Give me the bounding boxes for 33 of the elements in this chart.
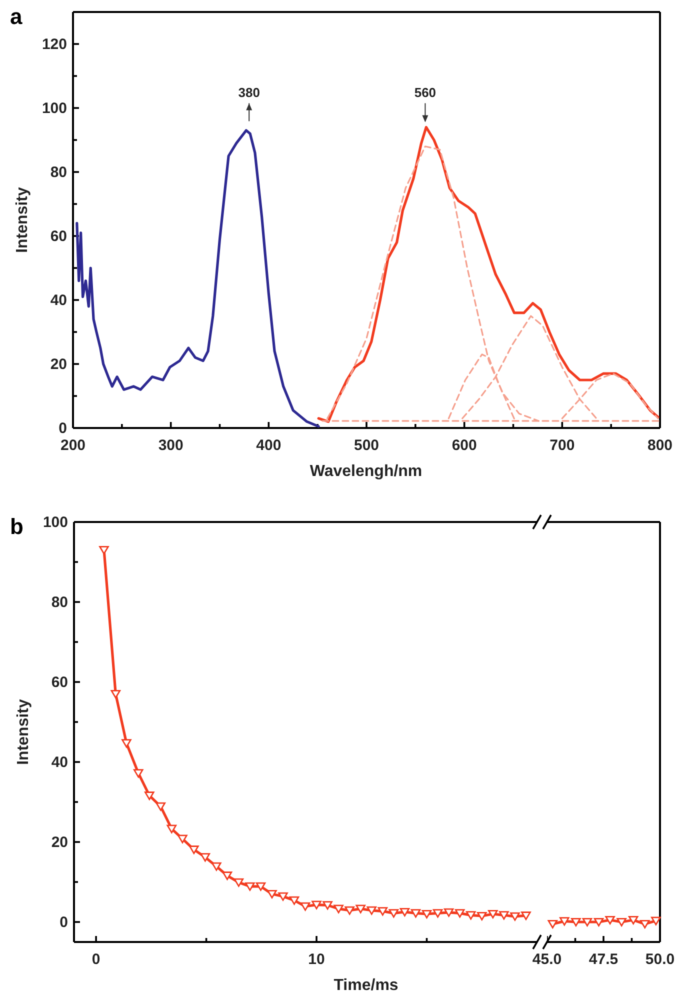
x-tick-label: 45.0	[532, 951, 562, 968]
x-tick-label: 0	[92, 951, 100, 968]
y-tick-label: 80	[51, 594, 68, 611]
x-tick-label: 300	[158, 437, 184, 454]
y-axis-title: Intensity	[14, 187, 31, 253]
annotation: 380	[238, 85, 260, 100]
y-tick-label: 0	[58, 420, 67, 437]
y-tick-label: 120	[42, 36, 67, 53]
chart-title: b	[10, 514, 24, 539]
y-tick-label: 40	[50, 292, 67, 309]
y-tick-label: 20	[51, 834, 68, 851]
y-tick-label: 20	[50, 356, 67, 373]
y-tick-label: 80	[50, 164, 67, 181]
x-tick-label: 600	[452, 437, 477, 454]
x-axis-title: Time/ms	[334, 977, 398, 994]
y-axis-title: Intensity	[15, 699, 32, 765]
x-tick-label: 200	[60, 437, 86, 454]
y-tick-label: 100	[42, 100, 67, 117]
x-axis-title: Wavelengh/nm	[310, 463, 422, 480]
y-tick-label: 60	[51, 674, 68, 691]
y-tick-label: 60	[50, 228, 67, 245]
annotation: 560	[414, 85, 436, 100]
x-tick-label: 700	[550, 437, 575, 454]
x-tick-label: 400	[256, 437, 282, 454]
x-tick-label: 50.0	[645, 951, 675, 968]
x-tick-label: 47.5	[588, 951, 618, 968]
y-tick-label: 0	[60, 914, 68, 931]
y-tick-label: 40	[51, 754, 68, 771]
x-tick-label: 800	[647, 437, 673, 454]
x-tick-label: 10	[308, 951, 325, 968]
x-tick-label: 500	[354, 437, 380, 454]
chart-title: a	[10, 4, 23, 29]
y-tick-label: 100	[42, 514, 68, 531]
